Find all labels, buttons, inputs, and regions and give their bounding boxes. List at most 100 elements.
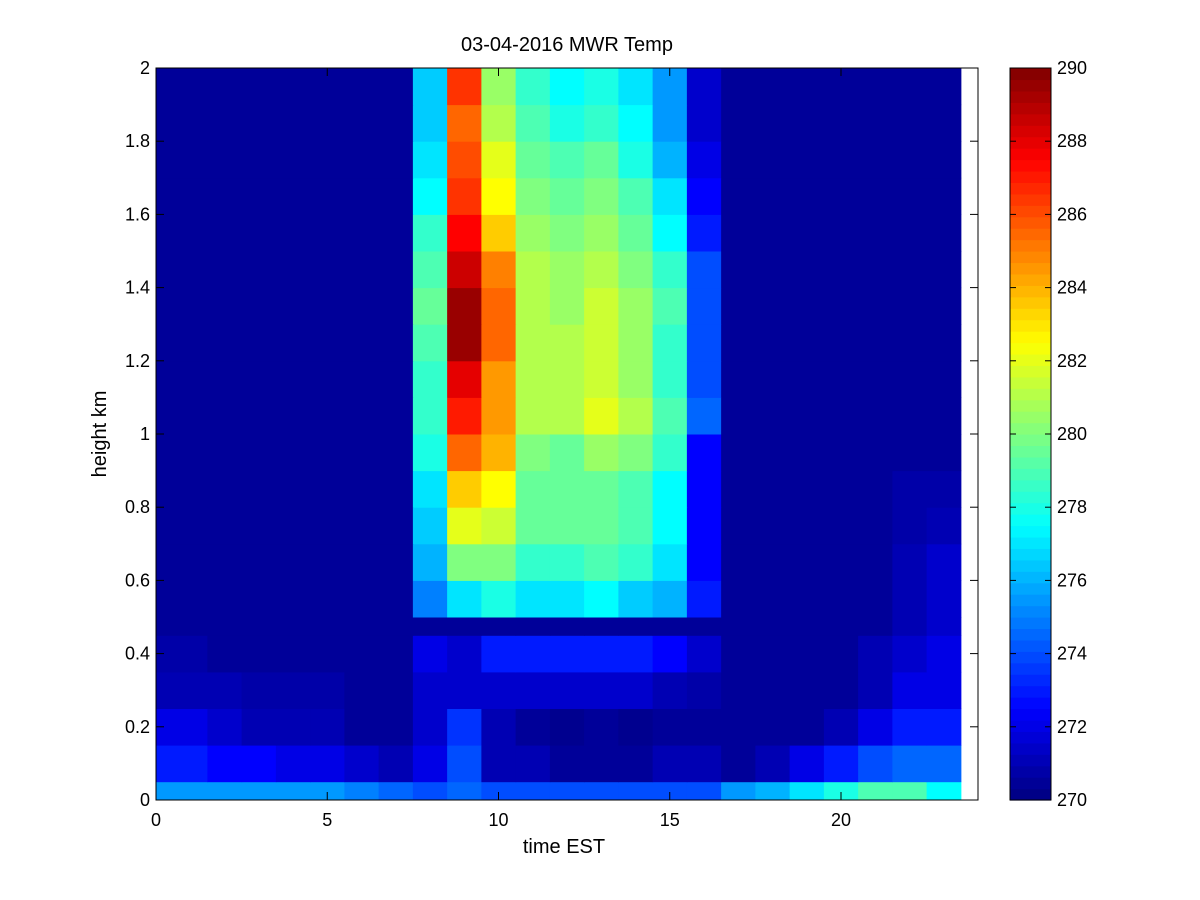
heatmap-cell [823, 470, 859, 508]
heatmap-cell [207, 434, 243, 472]
heatmap-cell [241, 617, 277, 636]
colorbar-stripe [1010, 159, 1051, 172]
heatmap-cell [515, 104, 551, 142]
heatmap-cell [858, 635, 893, 673]
heatmap-cell [721, 324, 756, 362]
heatmap-cell [926, 287, 962, 325]
heatmap-cell [481, 324, 517, 362]
colorbar-stripe [1010, 308, 1051, 321]
heatmap-cell [892, 507, 928, 545]
heatmap-cell [412, 617, 448, 636]
heatmap-cell [310, 470, 345, 508]
heatmap-cell [721, 287, 756, 325]
colorbar-stripe [1010, 456, 1051, 469]
heatmap-cell [652, 745, 688, 783]
heatmap-cell [892, 214, 928, 252]
colorbar-stripe [1010, 411, 1051, 424]
colorbar-stripe [1010, 331, 1051, 344]
heatmap-cell [549, 287, 585, 325]
heatmap-cell [156, 781, 208, 801]
heatmap-cell [618, 781, 654, 801]
colorbar-stripe [1010, 365, 1051, 378]
heatmap-cell [926, 360, 962, 398]
heatmap-cell [755, 324, 791, 362]
heatmap-cell [858, 580, 893, 618]
colorbar-stripe [1010, 559, 1051, 572]
x-axis-label: time EST [523, 836, 605, 858]
heatmap-cell [481, 177, 517, 215]
heatmap-cell [515, 507, 551, 545]
heatmap-cell [275, 104, 311, 142]
heatmap-cell [344, 781, 380, 801]
heatmap-cell [549, 251, 585, 289]
heatmap-cell [481, 543, 517, 581]
heatmap-cell [515, 360, 551, 398]
heatmap-cell [618, 251, 654, 289]
heatmap-cell [686, 543, 722, 581]
heatmap-cell [378, 214, 414, 252]
heatmap-cell [789, 635, 825, 673]
heatmap-cell [447, 617, 482, 636]
colorbar-stripe [1010, 502, 1051, 515]
heatmap-cell [344, 141, 380, 179]
colorbar-tick-label: 284 [1057, 278, 1087, 298]
heatmap-cell [378, 708, 414, 746]
heatmap-cell [789, 214, 825, 252]
heatmap-cell [823, 543, 859, 581]
colorbar-stripe [1010, 639, 1051, 652]
heatmap-cell [618, 360, 654, 398]
heatmap-cell [207, 360, 243, 398]
y-tick-label: 1.2 [125, 351, 150, 371]
heatmap-cell [755, 470, 791, 508]
colorbar-tick-label: 290 [1057, 58, 1087, 78]
heatmap-cell [652, 104, 688, 142]
heatmap-cell [156, 68, 208, 106]
heatmap-cell [344, 580, 380, 618]
colorbar-stripe [1010, 651, 1051, 664]
heatmap-cell [378, 507, 414, 545]
heatmap-cell [310, 360, 345, 398]
heatmap-cell [584, 617, 619, 636]
colorbar-stripe [1010, 376, 1051, 389]
colorbar-tick-label: 276 [1057, 570, 1087, 590]
heatmap-cell [755, 580, 791, 618]
heatmap-cell [515, 671, 551, 709]
heatmap-cell [412, 251, 448, 289]
heatmap-cell [412, 745, 448, 783]
heatmap-cell [686, 141, 722, 179]
heatmap-cell [721, 708, 756, 746]
heatmap-cell [789, 507, 825, 545]
heatmap-cell [275, 580, 311, 618]
heatmap-cell [721, 635, 756, 673]
heatmap-cell [275, 214, 311, 252]
heatmap-cell [275, 470, 311, 508]
heatmap-cell [652, 580, 688, 618]
heatmap-cell [926, 781, 962, 801]
heatmap-cell [344, 434, 380, 472]
heatmap-cell [686, 287, 722, 325]
heatmap-cell [344, 68, 380, 106]
heatmap-cell [515, 708, 551, 746]
heatmap-cell [241, 507, 277, 545]
heatmap-cell [378, 104, 414, 142]
y-tick-label: 0 [140, 790, 150, 810]
heatmap-cell [378, 617, 414, 636]
colorbar: 270 272 274 276 278 280 282 284 286 288 290 [1009, 58, 1087, 810]
heatmap-cell [412, 68, 448, 106]
heatmap-cell [156, 617, 208, 636]
heatmap-cell [584, 507, 619, 545]
heatmap-cell [721, 507, 756, 545]
heatmap-cell [721, 434, 756, 472]
heatmap-cell [207, 141, 243, 179]
heatmap-cell [789, 708, 825, 746]
heatmap-cell [789, 580, 825, 618]
heatmap-cell [926, 507, 962, 545]
heatmap-cell [275, 360, 311, 398]
heatmap-cell [652, 671, 688, 709]
colorbar-stripe [1010, 685, 1051, 698]
heatmap-cell [275, 671, 311, 709]
heatmap-cell [447, 635, 482, 673]
heatmap-cell [721, 671, 756, 709]
heatmap-cell [515, 397, 551, 435]
heatmap-cell [241, 68, 277, 106]
